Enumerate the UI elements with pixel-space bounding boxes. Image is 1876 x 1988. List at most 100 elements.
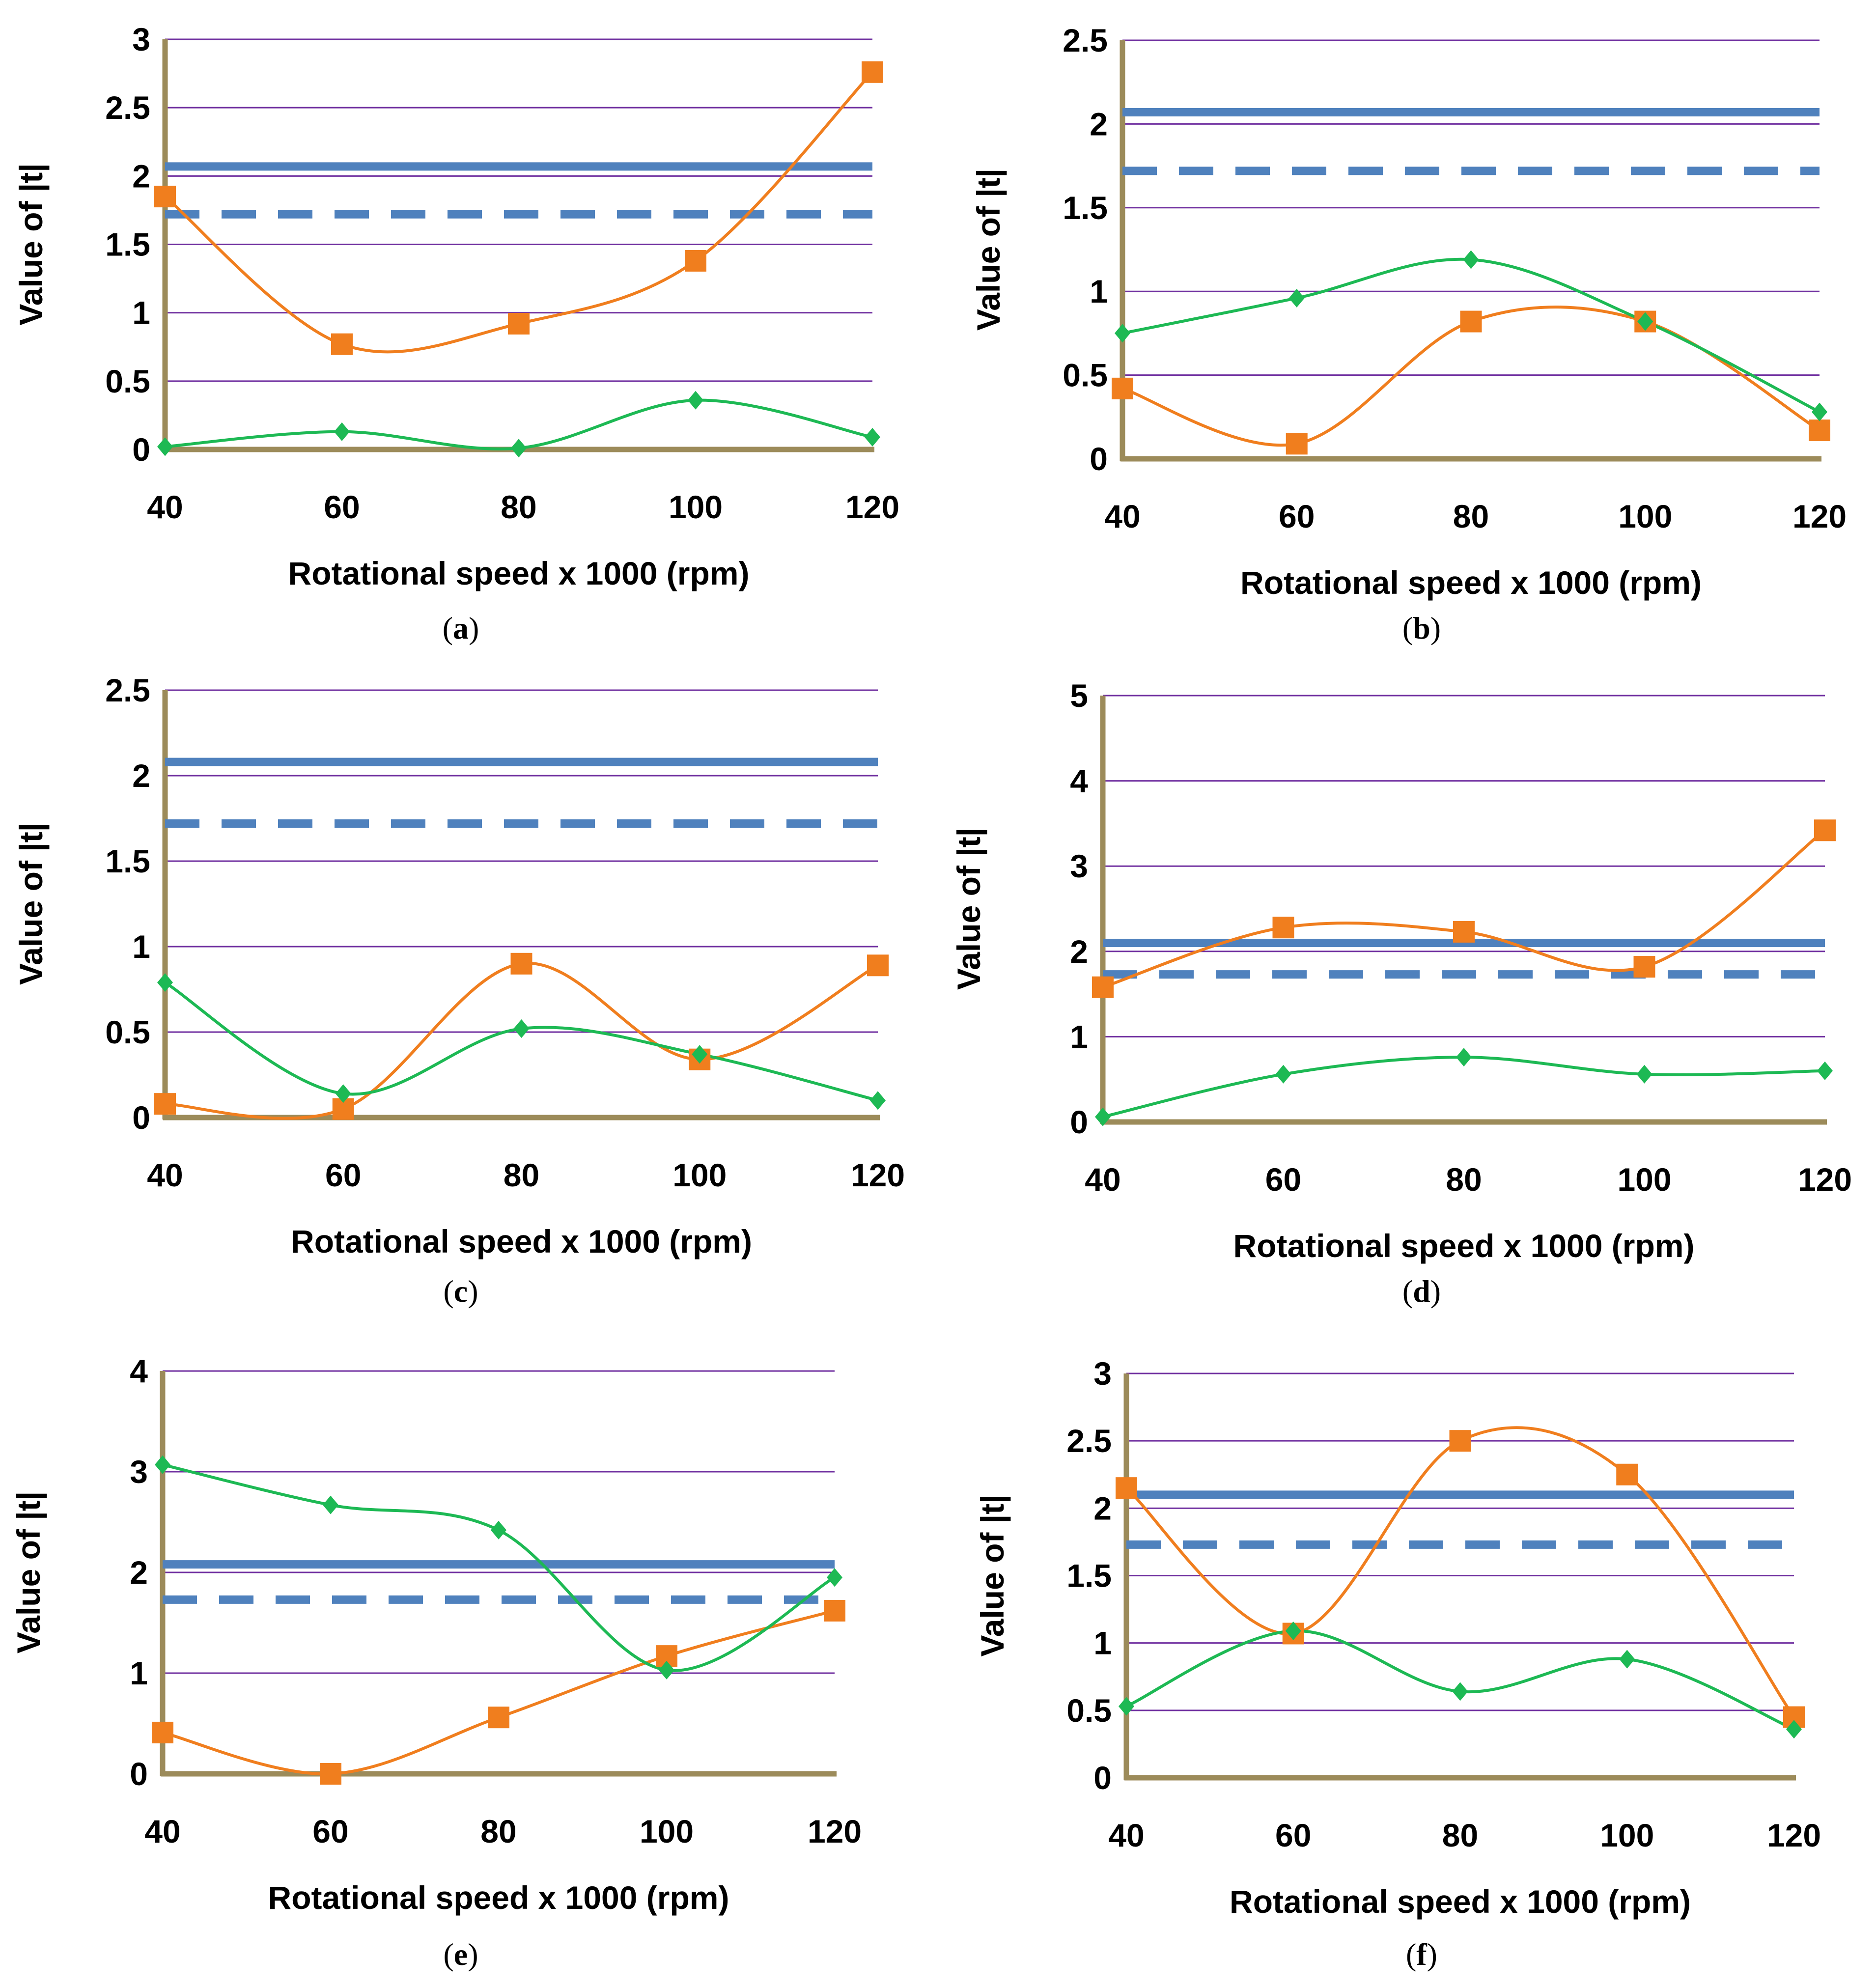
data-point-green: [334, 422, 350, 441]
data-point-green: [1636, 1064, 1652, 1084]
data-point-green: [1463, 250, 1479, 269]
x-tick-label: 100: [640, 1813, 694, 1849]
y-tick-label: 4: [1070, 763, 1088, 799]
data-point-green: [1095, 1107, 1111, 1126]
x-tick-label: 40: [147, 1157, 183, 1193]
x-axis-title: Rotational speed x 1000 (rpm): [291, 1223, 752, 1260]
series-line-green: [164, 981, 878, 1102]
series-line-orange: [165, 961, 879, 1120]
series-line-green: [1122, 257, 1820, 414]
data-point-orange: [1453, 921, 1475, 943]
y-tick-label: 1.5: [1066, 1558, 1112, 1594]
data-point-orange: [331, 333, 353, 355]
x-tick-label: 40: [147, 489, 183, 525]
data-point-orange: [1814, 819, 1836, 841]
caption-letter: f: [1416, 1937, 1427, 1972]
y-tick-label: 1: [1093, 1625, 1112, 1661]
caption-paren-open: (: [1406, 1937, 1416, 1972]
data-point-green: [1452, 1682, 1468, 1701]
x-tick-label: 40: [1108, 1817, 1144, 1853]
y-axis-title: Value of |t|: [13, 163, 50, 325]
y-tick-label: 0.5: [1063, 357, 1108, 393]
data-point-green: [1786, 1720, 1802, 1739]
y-tick-label: 1.5: [1063, 190, 1108, 226]
data-point-green: [1115, 324, 1130, 343]
y-tick-label: 2.5: [1066, 1423, 1112, 1459]
y-axis-title: Value of |t|: [951, 828, 988, 990]
data-point-green: [511, 439, 527, 458]
y-tick-label: 1.5: [105, 843, 150, 879]
caption-letter: d: [1413, 1274, 1430, 1309]
y-tick-label: 3: [132, 21, 150, 57]
data-point-orange: [1460, 310, 1482, 333]
y-tick-label: 3: [130, 1454, 148, 1490]
panel-caption: (b): [1402, 611, 1441, 645]
x-axis-title: Rotational speed x 1000 (rpm): [1240, 564, 1702, 601]
data-point-orange: [824, 1599, 845, 1622]
data-point-green: [1812, 402, 1827, 421]
x-axis-title: Rotational speed x 1000 (rpm): [1233, 1228, 1695, 1264]
x-tick-label: 60: [324, 489, 360, 525]
caption-paren-close: ): [468, 1274, 478, 1309]
data-point-green: [827, 1568, 842, 1587]
caption-letter: e: [454, 1937, 468, 1972]
y-tick-label: 3: [1070, 848, 1088, 884]
y-tick-label: 3: [1093, 1355, 1112, 1392]
data-point-green: [870, 1091, 886, 1110]
chart-panel-a: 0 0.5 1 1.5 2 2.5 3 40 60 80 100 120 Rotational spee…: [13, 21, 899, 645]
chart-panel-f: 0 0.5 1 1.5 2 2.5 3 40 60 80 100 120 Rotational spee…: [974, 1355, 1821, 1972]
data-point-green: [1637, 312, 1653, 331]
data-point-orange: [1449, 1430, 1471, 1452]
data-point-orange: [1286, 433, 1308, 455]
x-tick-label: 120: [1798, 1161, 1852, 1198]
y-tick-label: 0.5: [105, 1014, 150, 1050]
caption-letter: c: [454, 1274, 468, 1309]
data-point-green: [659, 1660, 674, 1680]
chart-panel-c: 0 0.5 1 1.5 2 2.5 40 60 80 100 120 Rotational speed…: [13, 672, 905, 1309]
data-point-green: [1817, 1061, 1833, 1080]
data-point-orange: [508, 312, 530, 335]
x-tick-label: 60: [312, 1813, 348, 1849]
data-point-green: [1288, 288, 1305, 308]
chart-panel-d: 0 1 2 3 4 5 40 60 80 100 120 Rotational speed x 100…: [951, 677, 1852, 1309]
x-tick-label: 120: [808, 1813, 862, 1849]
series-line-orange: [1125, 1426, 1795, 1718]
y-tick-label: 1: [1090, 273, 1108, 309]
y-tick-label: 2.5: [1063, 22, 1108, 58]
data-point-orange: [1809, 420, 1830, 442]
caption-paren-close: ): [468, 1937, 478, 1972]
caption-paren-close: ): [1430, 611, 1441, 645]
data-point-green: [688, 391, 703, 410]
x-tick-label: 40: [1104, 498, 1140, 534]
x-axis-title: Rotational speed x 1000 (rpm): [268, 1879, 729, 1916]
x-tick-label: 80: [501, 489, 536, 525]
y-tick-label: 1: [130, 1655, 148, 1691]
x-tick-label: 60: [325, 1157, 361, 1193]
x-axis-title: Rotational speed x 1000 (rpm): [1230, 1883, 1691, 1920]
y-tick-label: 1: [132, 295, 150, 331]
x-tick-label: 80: [480, 1813, 516, 1849]
data-point-green: [1285, 1621, 1301, 1640]
y-tick-label: 2.5: [105, 672, 150, 708]
series-line-green: [1125, 1629, 1795, 1731]
y-tick-label: 0: [132, 431, 150, 468]
x-tick-label: 40: [1085, 1161, 1120, 1198]
y-tick-label: 2: [1070, 933, 1088, 970]
caption-paren-close: ): [1430, 1274, 1441, 1309]
data-point-green: [323, 1495, 338, 1514]
y-tick-label: 2: [1090, 106, 1108, 142]
y-tick-label: 1: [1070, 1018, 1088, 1055]
caption-paren-open: (: [443, 611, 453, 645]
data-point-orange: [154, 1093, 176, 1115]
data-point-orange: [867, 954, 889, 977]
data-point-green: [155, 1455, 170, 1474]
data-point-orange: [685, 250, 706, 272]
panel-caption: (d): [1402, 1274, 1441, 1309]
y-tick-label: 2: [1093, 1490, 1112, 1526]
y-tick-label: 0: [1070, 1104, 1088, 1140]
caption-letter: b: [1413, 611, 1430, 645]
y-tick-label: 2: [132, 158, 150, 194]
x-tick-label: 60: [1279, 498, 1315, 534]
x-tick-label: 80: [504, 1157, 539, 1193]
x-tick-label: 120: [1792, 498, 1847, 534]
